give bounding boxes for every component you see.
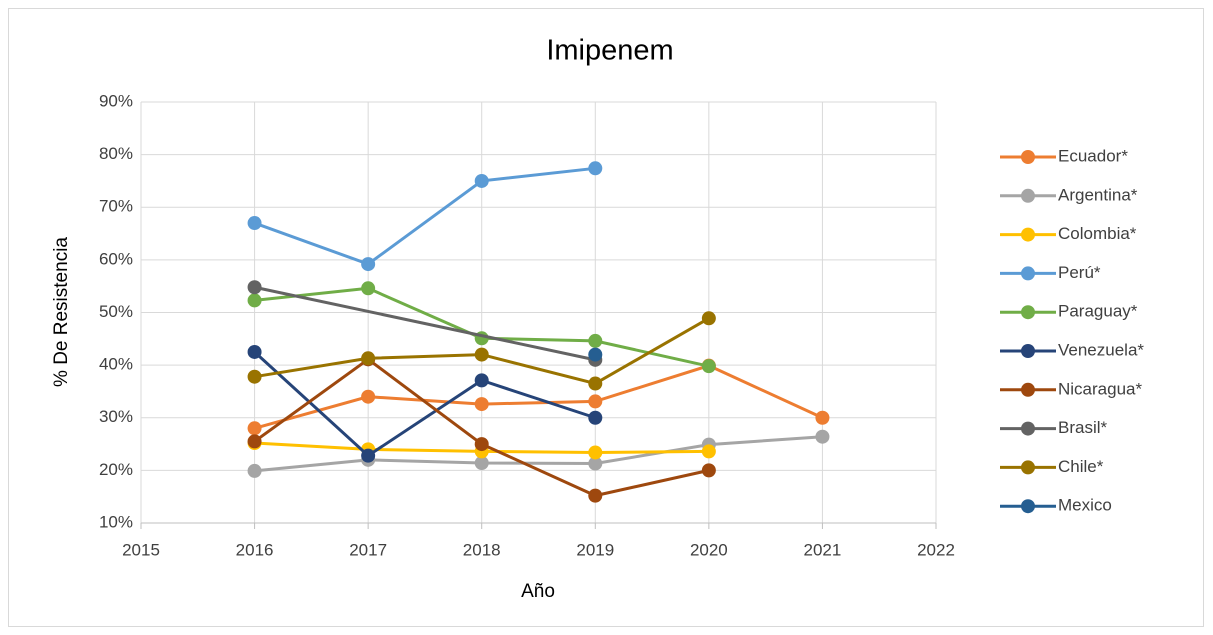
legend-marker [1021,227,1035,242]
x-tick-label: 2021 [804,540,842,559]
data-point [588,333,603,348]
data-point [588,161,603,176]
chart-title: Imipenem [546,35,673,67]
y-axis-title: % De Resistencia [51,237,72,387]
legend-label: Ecuador* [1058,146,1128,165]
x-tick-label: 2020 [690,540,728,559]
legend-label: Perú* [1058,263,1101,282]
y-tick-label: 50% [99,302,133,321]
legend-marker [1021,266,1035,281]
data-point [588,394,603,409]
data-point [474,437,489,452]
legend-label: Venezuela* [1058,340,1144,359]
x-tick-label: 2017 [349,540,387,559]
y-tick-label: 20% [99,460,133,479]
data-point [247,344,262,359]
data-point [361,281,376,296]
series-line [254,285,596,362]
y-tick-label: 80% [99,144,133,163]
data-point [474,347,489,362]
y-tick-label: 10% [99,512,133,531]
data-point [474,456,489,471]
x-tick-label: 2019 [576,540,614,559]
data-point [474,373,489,388]
data-point [361,351,376,366]
data-point [247,434,262,449]
data-point [247,369,262,384]
data-point [474,397,489,412]
legend-marker [1021,150,1035,164]
data-point [815,410,830,425]
data-point [815,429,830,444]
x-tick-label: 2022 [917,540,955,559]
y-tick-label: 70% [99,197,133,216]
data-point [247,280,262,295]
legend-label: Chile* [1058,457,1104,476]
legend-label: Colombia* [1058,224,1137,243]
legend-marker [1021,188,1035,203]
x-axis-title: Año [521,581,555,602]
series-line [253,350,596,458]
data-point [588,488,603,503]
data-point [701,463,716,478]
legend-label: Paraguay* [1058,302,1138,321]
data-point [701,311,716,326]
data-point [474,173,489,188]
data-point [701,359,716,374]
x-tick-label: 2016 [236,540,274,559]
legend-label: Brasil* [1058,418,1108,437]
data-point [247,293,262,308]
data-point [588,445,603,460]
y-tick-label: 40% [99,355,133,374]
data-point [361,448,376,463]
x-tick-label: 2018 [463,540,501,559]
y-tick-label: 30% [99,407,133,426]
legend-label: Mexico [1058,496,1112,515]
legend-marker [1021,499,1035,514]
data-point [588,347,603,362]
data-point [247,463,262,478]
legend-marker [1021,305,1035,320]
legend-marker [1021,421,1035,436]
data-point [247,421,262,436]
data-point [701,444,716,459]
data-point [588,456,603,471]
data-point [361,389,376,404]
legend-label: Argentina* [1058,185,1138,204]
data-point [361,257,376,272]
y-tick-label: 60% [99,249,133,268]
x-tick-label: 2015 [122,540,160,559]
legend-marker [1021,382,1035,397]
series-line [254,166,596,266]
data-point [588,410,603,425]
data-point [247,216,262,231]
y-tick-label: 90% [99,91,133,110]
series-line [254,364,824,430]
data-point [588,376,603,391]
legend-label: Nicaragua* [1058,379,1142,398]
legend-marker [1021,344,1035,358]
legend-marker [1021,460,1035,475]
series-line [254,435,823,473]
